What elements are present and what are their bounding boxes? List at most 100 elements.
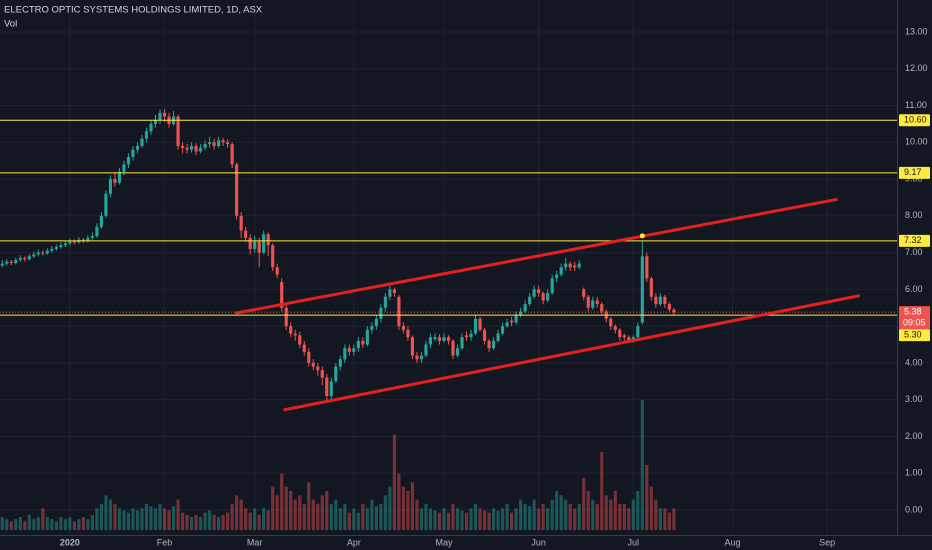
volume-bar [217, 517, 221, 530]
volume-bar [537, 508, 541, 530]
x-tick-label: Jun [531, 537, 546, 547]
candle-body [636, 326, 640, 338]
volume-bar [514, 508, 518, 530]
candle-body [519, 311, 523, 316]
volume-bar [18, 517, 22, 530]
volume-bar [636, 491, 640, 530]
volume-bar [239, 499, 243, 530]
candles [0, 109, 676, 402]
candle-body [564, 263, 568, 268]
candle-body [640, 256, 644, 323]
candle-body [383, 296, 387, 308]
candle-body [473, 318, 478, 334]
candle-body [284, 307, 288, 327]
trend-line [283, 294, 860, 412]
candle-body [501, 326, 505, 334]
candle-body [32, 254, 36, 257]
candle-body [455, 348, 460, 356]
x-tick-label: May [435, 537, 453, 547]
candle-body [577, 263, 581, 268]
candle-body [622, 335, 626, 338]
candle-body [487, 340, 491, 349]
volume-bar [365, 508, 369, 530]
candle-body [122, 164, 126, 172]
candle-body [496, 333, 500, 341]
volume-bar [280, 473, 284, 530]
candle-body [199, 147, 203, 152]
volume-bar [162, 508, 167, 530]
volume-bar [185, 514, 189, 530]
candle-body [478, 318, 482, 330]
volume-bar [505, 504, 509, 530]
candle-body [424, 344, 428, 356]
trend-line [235, 197, 838, 315]
volume-bar [532, 499, 536, 530]
candle-body [415, 355, 419, 360]
volume [0, 400, 676, 530]
volume-bar [528, 506, 532, 530]
candle-body [36, 252, 40, 255]
candle-body [104, 193, 108, 216]
candle-body [68, 241, 72, 244]
candle-body [446, 337, 451, 341]
volume-bar [95, 508, 99, 530]
volume-bar [356, 512, 360, 530]
candle-body [523, 304, 527, 312]
price-badge-label: 7.32 [904, 235, 922, 245]
candle-body [226, 142, 230, 145]
axis: 0.001.002.003.004.005.006.007.008.009.00… [60, 26, 930, 547]
candle-body [392, 289, 396, 294]
candle-body [275, 267, 279, 275]
candle-body [582, 289, 586, 297]
volume-bar [27, 514, 31, 530]
volume-bar [663, 508, 667, 530]
candle-body [451, 340, 455, 356]
volume-bar [113, 504, 117, 530]
candle-body [388, 289, 392, 297]
price-badge-label: 5.30 [904, 330, 922, 340]
candle-body [266, 234, 270, 246]
volume-bar [307, 482, 311, 530]
volume-bar [591, 499, 595, 530]
candle-body [158, 112, 162, 121]
candle-body [27, 256, 31, 260]
volume-bar [568, 504, 572, 530]
volume-bar [645, 465, 649, 530]
volume-bar [370, 499, 374, 530]
y-tick-label: 1.00 [905, 468, 923, 478]
candle-body [437, 337, 442, 341]
candle-body [627, 337, 631, 341]
candle-body [555, 274, 559, 279]
volume-bar [117, 508, 122, 530]
candle-body [595, 300, 599, 305]
volume-bar [519, 499, 523, 530]
volume-bar [0, 517, 4, 530]
candle-body [235, 164, 239, 216]
candle-body [189, 145, 194, 150]
volume-bar [329, 504, 333, 530]
candle-body [631, 337, 635, 341]
countdown: 09:05 [903, 318, 926, 328]
candle-body [176, 116, 180, 146]
volume-bar [564, 499, 568, 530]
candle-body [212, 142, 216, 146]
volume-bar [609, 499, 613, 530]
y-tick-label: 10.00 [905, 137, 928, 147]
candle-body [248, 237, 252, 249]
volume-bar [433, 510, 437, 530]
y-tick-label: 0.00 [905, 504, 923, 514]
volume-bar [271, 486, 275, 530]
volume-bar [361, 504, 365, 530]
candle-body [135, 145, 140, 150]
volume-bar [298, 495, 302, 530]
x-tick-label: Aug [724, 537, 740, 547]
volume-bar [586, 491, 590, 530]
volume-bar [424, 504, 428, 530]
volume-bar [135, 510, 140, 530]
candle-body [419, 355, 424, 360]
candle-body [162, 112, 167, 117]
candle-body [289, 326, 293, 334]
candle-body [217, 140, 221, 146]
volume-bar [640, 400, 644, 530]
candle-body [203, 144, 207, 148]
